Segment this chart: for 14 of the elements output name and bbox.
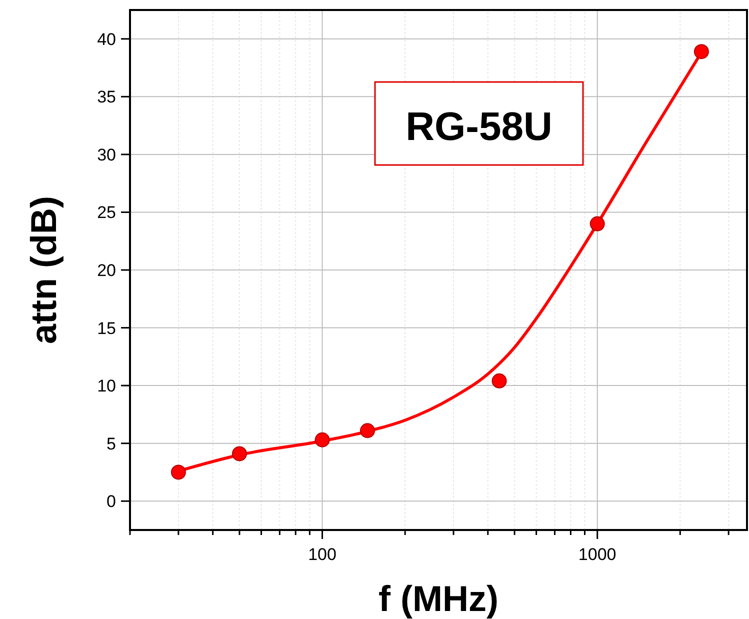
- y-tick-label: 35: [97, 88, 116, 107]
- y-tick-label: 20: [97, 261, 116, 280]
- y-tick-label: 5: [106, 434, 116, 454]
- y-tick-label: 30: [97, 145, 116, 164]
- x-axis-title: f (MHz): [378, 578, 498, 619]
- y-tick-label: 40: [97, 30, 116, 49]
- y-axis-title: attn (dB): [23, 196, 64, 344]
- y-tick-label: 0: [106, 492, 116, 512]
- annotation: RG-58U: [406, 105, 552, 149]
- y-tick-label: 15: [97, 318, 116, 338]
- y-tick-label: 25: [97, 203, 116, 222]
- y-tick-label: 10: [97, 376, 116, 396]
- x-tick-label: 100: [308, 545, 336, 564]
- x-tick-label: 1000: [578, 545, 616, 564]
